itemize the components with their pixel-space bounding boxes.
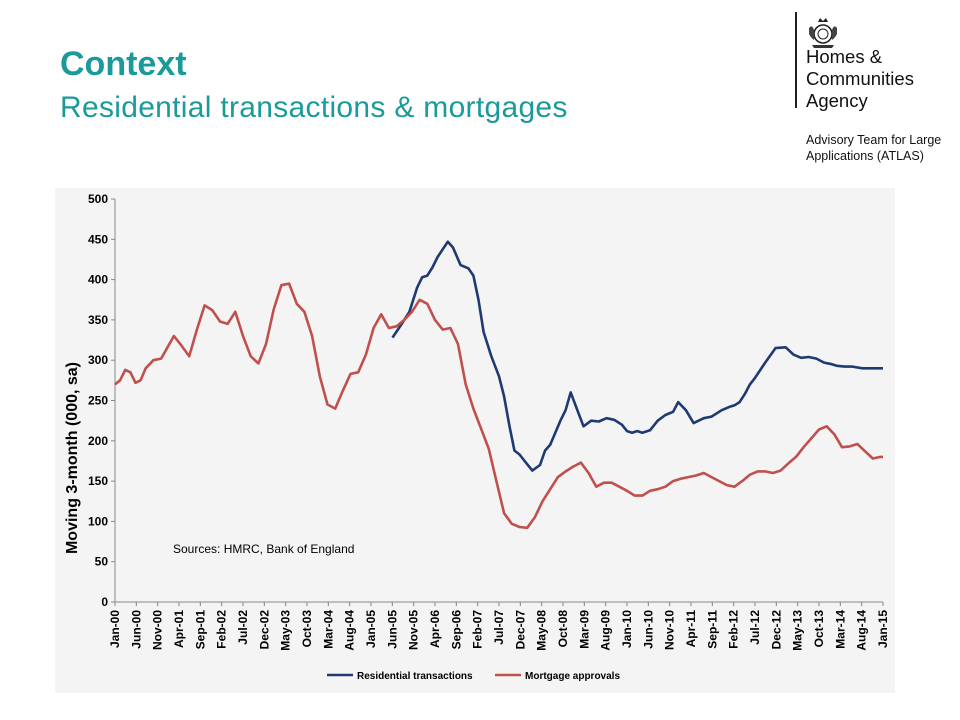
y-tick-label: 250	[88, 394, 108, 408]
x-tick-label: Oct-03	[300, 610, 314, 648]
x-axis: Jan-00 Jun-00 Nov-00 Apr-01 Sep-01 Feb-02 Jul-…	[108, 601, 890, 651]
page-title: Context	[60, 45, 187, 83]
x-tick-label: Sep-01	[193, 610, 207, 650]
y-axis-label: Moving 3-month (000, sa)	[64, 362, 81, 554]
x-tick-label: Apr-01	[172, 610, 186, 648]
x-tick-label: Nov-00	[151, 610, 165, 650]
x-tick-label: Jun-00	[129, 610, 143, 649]
x-tick-label: Jun-10	[641, 610, 655, 649]
chart-panel: 0 50 100 150 200 250 300 350 400 450 500 Jan-00 Jun…	[55, 188, 895, 693]
legend-entry-label: Residential transactions	[357, 671, 473, 682]
x-tick-label: Feb-12	[727, 610, 741, 649]
x-tick-label: Apr-11	[684, 610, 698, 648]
series-line-residential-transactions	[391, 240, 883, 472]
x-tick-label: Aug-09	[599, 610, 613, 651]
legend: Residential transactions Mortgage approva…	[327, 671, 620, 682]
series-lines	[114, 240, 883, 530]
page-subtitle: Residential transactions & mortgages	[60, 91, 568, 124]
x-tick-label: Jun-05	[385, 610, 399, 649]
x-tick-label: May-08	[535, 610, 549, 651]
y-tick-label: 0	[101, 595, 108, 609]
x-tick-label: Jan-10	[620, 610, 634, 648]
y-tick-label: 500	[88, 192, 108, 206]
y-tick-label: 400	[88, 273, 108, 287]
org-name-line-2: Communities	[806, 68, 914, 89]
x-tick-label: Oct-08	[556, 610, 570, 648]
x-tick-label: Jan-05	[364, 610, 378, 648]
org-name-line-1: Homes &	[806, 46, 883, 67]
royal-crest-icon	[809, 18, 837, 48]
x-tick-label: Jul-12	[748, 610, 762, 645]
x-tick-label: Jul-02	[236, 610, 250, 645]
y-tick-label: 50	[95, 555, 109, 569]
org-name-line-3: Agency	[806, 90, 868, 111]
y-tick-label: 100	[88, 514, 108, 528]
x-tick-label: May-13	[791, 610, 805, 651]
x-tick-label: Oct-13	[812, 610, 826, 648]
x-tick-label: Dec-02	[257, 610, 271, 650]
y-axis: 0 50 100 150 200 250 300 350 400 450 500	[88, 192, 116, 609]
y-tick-label: 300	[88, 353, 108, 367]
x-tick-label: Aug-14	[855, 610, 869, 651]
logo-divider	[795, 12, 797, 108]
team-name-line-1: Advisory Team for Large	[806, 133, 942, 147]
x-tick-label: Jan-00	[108, 610, 122, 648]
legend-entry-label: Mortgage approvals	[525, 671, 620, 682]
y-tick-label: 450	[88, 232, 108, 246]
y-tick-label: 350	[88, 313, 108, 327]
x-tick-label: May-03	[279, 610, 293, 651]
series-line-mortgage-approvals	[114, 282, 883, 530]
y-tick-label: 200	[88, 434, 108, 448]
team-name-line-2: Applications (ATLAS)	[806, 149, 924, 163]
x-tick-label: Feb-02	[215, 610, 229, 649]
x-tick-label: Mar-09	[577, 610, 591, 649]
source-annotation: Sources: HMRC, Bank of England	[173, 542, 354, 556]
line-chart: 0 50 100 150 200 250 300 350 400 450 500 Jan-00 Jun…	[64, 192, 890, 682]
x-tick-label: Dec-07	[513, 610, 527, 650]
x-tick-label: Apr-06	[428, 610, 442, 648]
x-tick-label: Jan-15	[876, 610, 890, 648]
x-tick-label: Nov-05	[407, 610, 421, 650]
x-tick-label: Aug-04	[343, 610, 357, 651]
x-tick-label: Mar-14	[833, 610, 847, 649]
x-tick-label: Mar-04	[321, 610, 335, 649]
y-tick-label: 150	[88, 474, 108, 488]
x-tick-label: Jul-07	[492, 610, 506, 645]
org-logo: Homes & Communities Agency Advisory Team…	[790, 12, 950, 172]
x-tick-label: Nov-10	[663, 610, 677, 650]
x-tick-label: Sep-11	[705, 610, 719, 649]
x-tick-label: Feb-07	[471, 610, 485, 649]
x-tick-label: Sep-06	[449, 610, 463, 650]
x-tick-label: Dec-12	[769, 610, 783, 650]
